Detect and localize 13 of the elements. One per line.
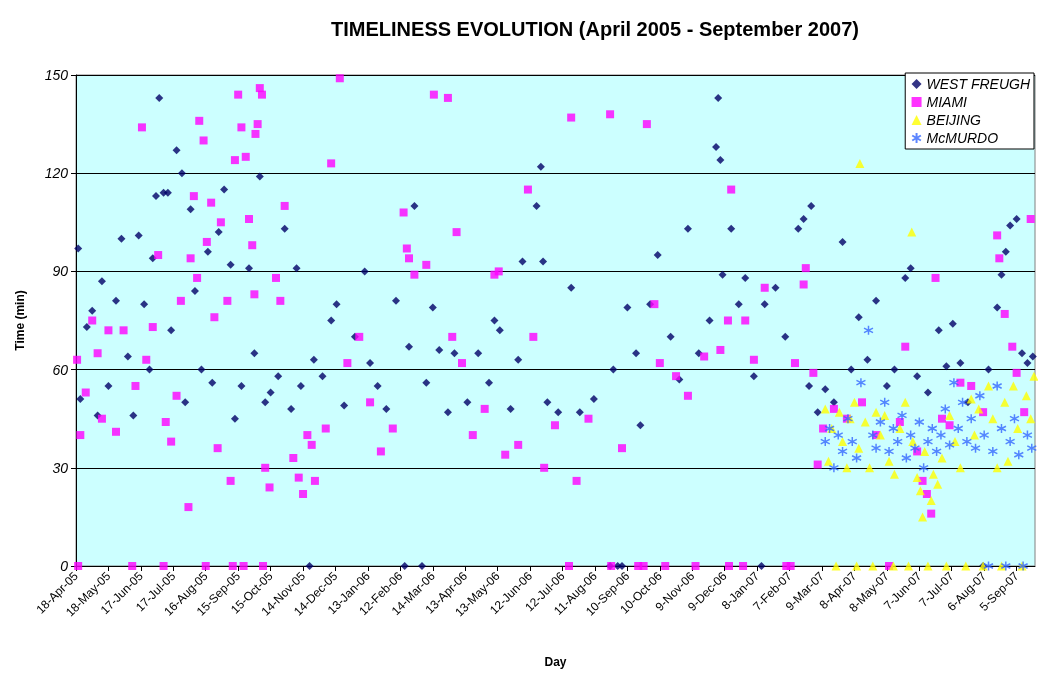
legend-label: BEIJING [926,112,982,128]
y-tick-label: 150 [44,67,69,83]
y-tick-label: 30 [52,459,69,476]
legend-label: MIAMI [926,94,968,110]
legend-label: WEST FREUGH [926,76,1031,92]
y-tick-label: 0 [60,558,69,574]
chart-title: TIMELINESS EVOLUTION (April 2005 - September 2007) [331,18,859,40]
y-axis-title: Time (min) [13,290,27,351]
x-axis-title: Day [544,655,567,669]
legend-label: McMURDO [926,130,999,146]
y-tick-label: 120 [44,165,69,182]
y-tick-label: 90 [52,263,69,280]
y-tick-label: 60 [52,361,69,378]
